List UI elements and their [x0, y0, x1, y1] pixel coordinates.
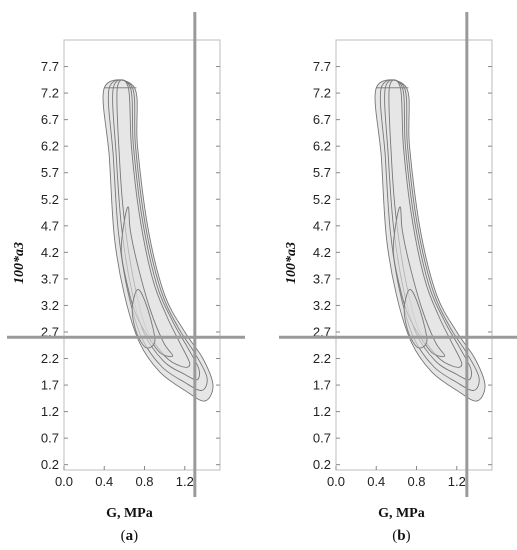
contour-line-2 — [107, 79, 208, 391]
contour-line-2 — [379, 79, 480, 391]
contour-line-6 — [131, 288, 156, 349]
contour-fill — [375, 79, 486, 402]
panel-caption: (b) — [392, 528, 410, 544]
y-tick-label: 5.2 — [41, 192, 59, 207]
y-tick-label: 0.7 — [41, 431, 59, 446]
y-tick-label: 0.2 — [313, 457, 331, 472]
y-tick-label: 6.2 — [313, 139, 331, 154]
y-tick-label: 7.2 — [313, 86, 331, 101]
y-axis-label: 100*a3 — [12, 242, 27, 284]
contour-line-1 — [102, 79, 214, 402]
panel-b: 0.2 0.7 1.2 1.7 2.2 2.7 3.2 3.7 4.2 4.7 5.2 5.7 6.2 6… — [279, 12, 517, 544]
y-tick-label: 3.2 — [41, 298, 59, 313]
plot-frame — [335, 39, 493, 471]
x-tick-label: 0.0 — [55, 474, 73, 489]
y-tick-label: 2.7 — [41, 324, 59, 339]
x-axis-label: G, MPa — [106, 506, 153, 521]
x-tick-label: 0.8 — [407, 474, 425, 489]
y-tick-label: 5.2 — [313, 192, 331, 207]
panel-letter: b — [397, 528, 405, 544]
y-tick-label: 3.7 — [41, 271, 59, 286]
x-tick-label: 1.2 — [448, 474, 466, 489]
y-tick-label: 5.7 — [41, 165, 59, 180]
panel-caption: (a) — [121, 528, 139, 544]
y-tick-label: 6.2 — [41, 139, 59, 154]
y-tick-label: 4.7 — [41, 218, 59, 233]
y-tick-label: 7.2 — [41, 86, 59, 101]
y-tick-label: 3.2 — [313, 298, 331, 313]
contour-fill — [103, 79, 214, 402]
y-tick-label: 1.7 — [41, 378, 59, 393]
y-tick-label: 5.7 — [313, 165, 331, 180]
y-tick-label: 2.2 — [41, 351, 59, 366]
contour-line-1 — [374, 79, 486, 402]
y-tick-label: 6.7 — [41, 112, 59, 127]
y-tick-label: 6.7 — [313, 112, 331, 127]
x-tick-label: 0.4 — [95, 474, 113, 489]
y-tick-label: 4.7 — [313, 218, 331, 233]
contour-line-6 — [403, 288, 428, 349]
x-tick-label: 1.2 — [176, 474, 194, 489]
y-tick-label: 1.2 — [313, 404, 331, 419]
panel-a: 0.2 0.7 1.2 1.7 2.2 2.7 3.2 3.7 4.2 4.7 5.2 5.7 6.2 6… — [7, 12, 245, 544]
y-tick-label: 0.7 — [313, 431, 331, 446]
y-tick-label: 4.2 — [313, 245, 331, 260]
y-tick-label: 1.2 — [41, 404, 59, 419]
x-tick-label: 0.4 — [367, 474, 385, 489]
x-axis-label: G, MPa — [378, 506, 425, 521]
y-tick-label: 2.2 — [313, 351, 331, 366]
x-tick-label: 0.8 — [135, 474, 153, 489]
x-tick-label: 0.0 — [327, 474, 345, 489]
y-tick-label: 3.7 — [313, 271, 331, 286]
y-tick-label: 1.7 — [313, 378, 331, 393]
y-tick-label: 7.7 — [313, 59, 331, 74]
y-axis-label: 100*a3 — [284, 242, 299, 284]
y-tick-label: 4.2 — [41, 245, 59, 260]
y-tick-label: 2.7 — [313, 324, 331, 339]
y-tick-label: 7.7 — [41, 59, 59, 74]
panel-letter: a — [126, 528, 134, 544]
plot-frame — [63, 39, 221, 471]
y-tick-label: 0.2 — [41, 457, 59, 472]
